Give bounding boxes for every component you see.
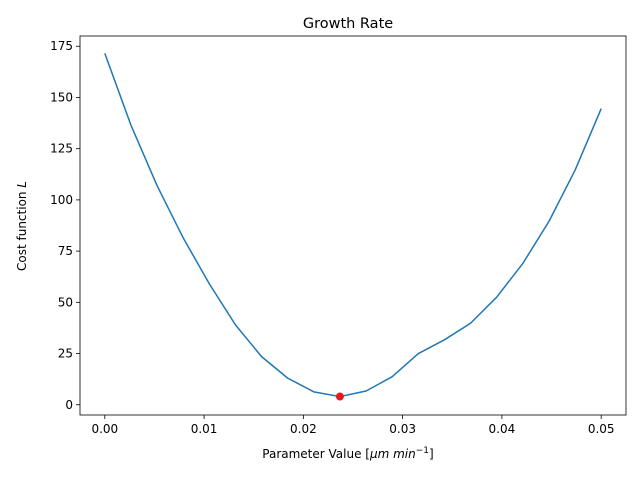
x-tick-label: 0.02 [290,422,317,436]
y-tick-label: 25 [58,347,73,361]
y-tick-label: 175 [50,39,73,53]
x-tick-label: 0.04 [489,422,516,436]
y-tick-label: 50 [58,295,73,309]
y-tick-label: 0 [65,398,73,412]
axes-frame [79,35,627,416]
y-tick-label: 75 [58,244,73,258]
series-line [104,53,602,398]
y-axis-label-text: Cost function [15,188,29,271]
minimum-point-marker [335,392,344,401]
x-axis-label-exponent: −1 [416,446,429,456]
x-axis-label-unit: μm min [369,447,416,461]
x-axis-ticks: 0.00 0.01 0.02 0.03 0.04 0.05 [91,415,615,436]
x-tick-label: 0.00 [91,422,118,436]
x-tick-label: 0.01 [191,422,218,436]
x-axis-label-end: ] [429,447,434,461]
y-axis-label: Cost function L [15,181,29,271]
y-tick-label: 150 [50,90,73,104]
x-tick-label: 0.03 [389,422,416,436]
x-axis-label: Parameter Value [μm min−1] [262,446,433,461]
x-axis-label-text: Parameter Value [ [262,447,370,461]
x-tick-label: 0.05 [588,422,615,436]
y-tick-label: 125 [50,142,73,156]
chart-title: Growth Rate [303,16,393,32]
y-axis-ticks: 0 25 50 75 100 125 150 175 [50,39,80,412]
plot-area [104,53,602,401]
y-axis-label-symbol: L [15,181,29,188]
y-tick-label: 100 [50,193,73,207]
